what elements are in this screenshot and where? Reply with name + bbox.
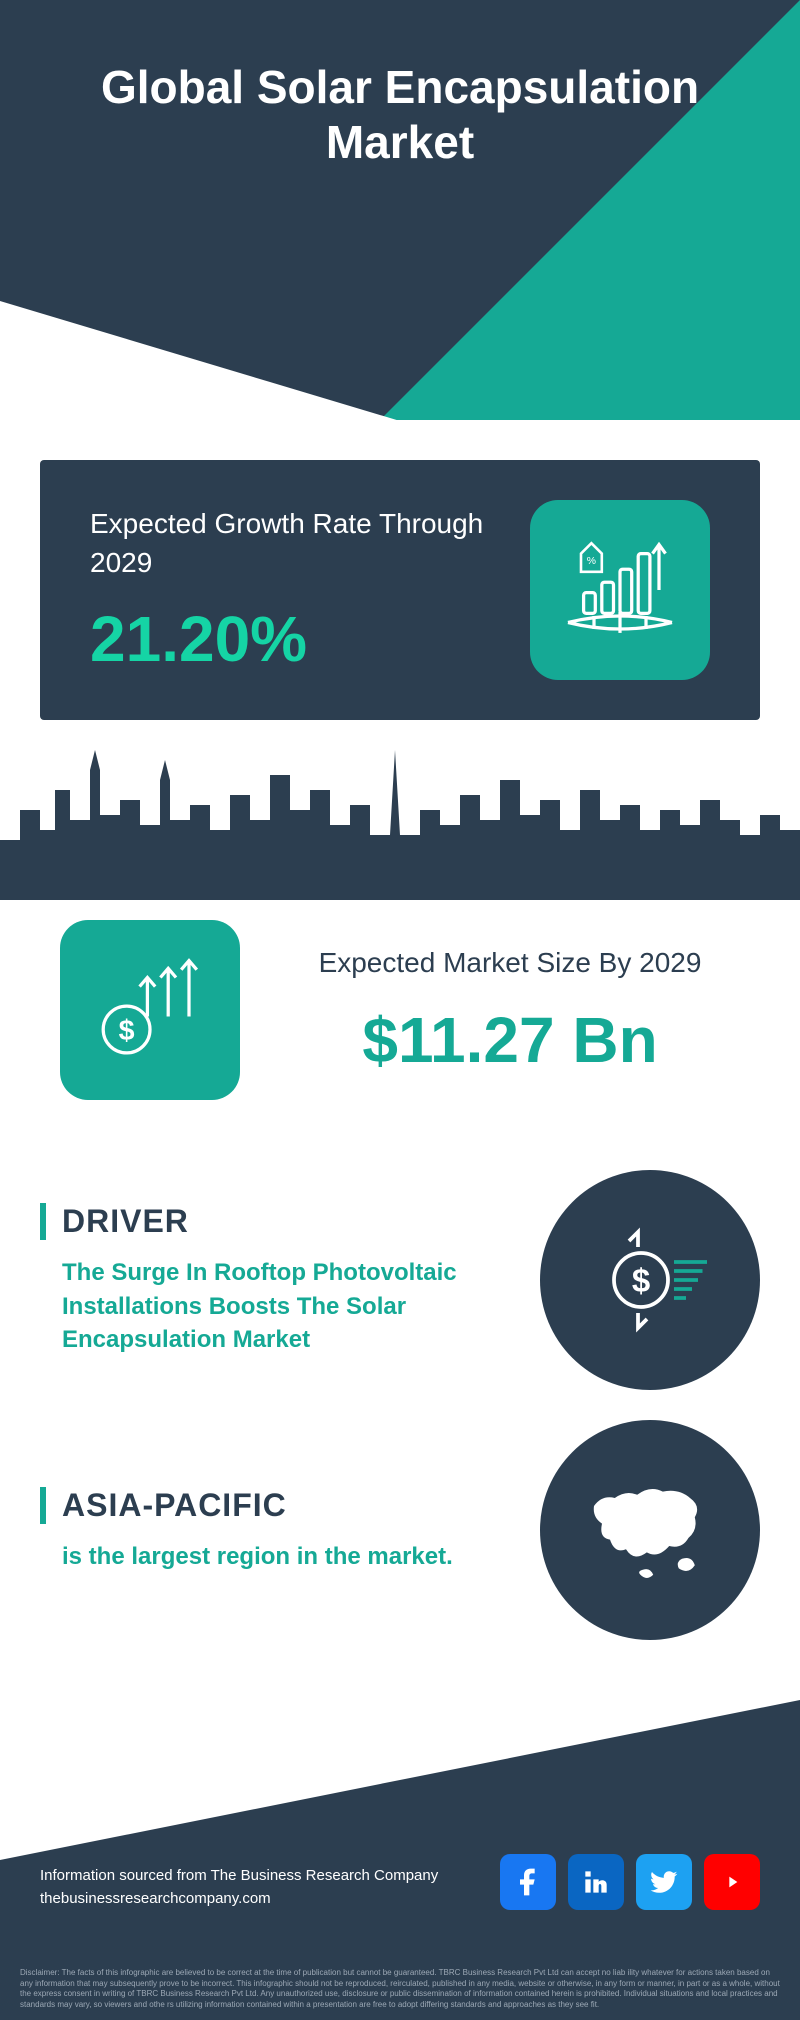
market-size-value: $11.27 Bn: [280, 1003, 740, 1077]
social-links: [500, 1854, 760, 1910]
region-body: is the largest region in the market.: [40, 1540, 510, 1574]
infographic: Global Solar Encapsulation Market Expect…: [0, 0, 800, 2020]
driver-section: DRIVER The Surge In Rooftop Photovoltaic…: [40, 1170, 760, 1390]
region-heading: ASIA-PACIFIC: [40, 1487, 510, 1524]
disclaimer-text: Disclaimer: The facts of this infographi…: [20, 1968, 780, 2010]
dollar-cycle-icon: $: [540, 1170, 760, 1390]
market-size-label: Expected Market Size By 2029: [280, 943, 740, 982]
source-attribution: Information sourced from The Business Re…: [40, 1865, 438, 1910]
skyline-divider: [0, 720, 800, 900]
twitter-icon[interactable]: [636, 1854, 692, 1910]
svg-text:$: $: [632, 1262, 650, 1299]
svg-text:$: $: [119, 1015, 135, 1047]
facebook-icon[interactable]: [500, 1854, 556, 1910]
youtube-icon[interactable]: [704, 1854, 760, 1910]
region-section: ASIA-PACIFIC is the largest region in th…: [40, 1420, 760, 1640]
growth-value: 21.20%: [90, 602, 500, 676]
dollar-arrows-icon: $: [60, 920, 240, 1100]
driver-body: The Surge In Rooftop Photovoltaic Instal…: [40, 1256, 510, 1357]
market-size-stat: $ Expected Market Size By 2029 $11.27 Bn: [40, 900, 760, 1140]
svg-text:%: %: [587, 556, 596, 567]
footer: Information sourced from The Business Re…: [0, 1700, 800, 2020]
page-title: Global Solar Encapsulation Market: [40, 60, 760, 170]
linkedin-icon[interactable]: [568, 1854, 624, 1910]
driver-heading: DRIVER: [40, 1203, 510, 1240]
world-map-asia-icon: [540, 1420, 760, 1640]
growth-label: Expected Growth Rate Through 2029: [90, 504, 500, 582]
growth-chart-globe-icon: %: [530, 500, 710, 680]
header: Global Solar Encapsulation Market: [0, 0, 800, 420]
growth-rate-stat: Expected Growth Rate Through 2029 21.20%…: [40, 460, 760, 720]
